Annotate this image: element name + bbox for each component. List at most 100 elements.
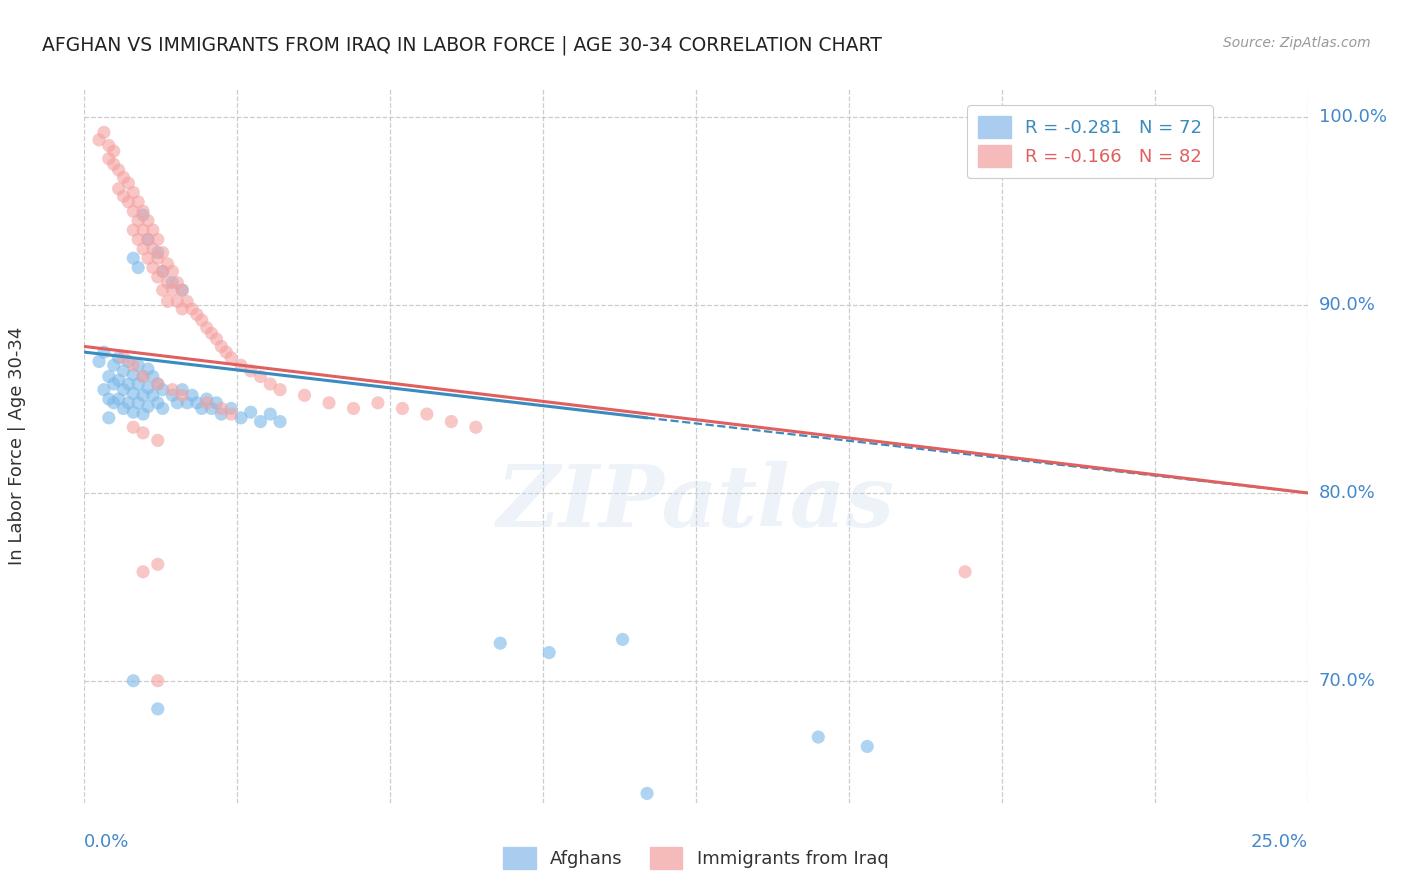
Point (195, 396, 218, 410)
Point (166, 294, 188, 309)
Point (127, 194, 149, 209)
Point (259, 407, 281, 421)
Point (269, 383, 291, 397)
Point (219, 401, 242, 416)
Point (136, 362, 159, 376)
Point (191, 313, 214, 327)
Text: 90.0%: 90.0% (1319, 296, 1375, 314)
Point (132, 388, 155, 402)
Point (186, 308, 208, 322)
Point (107, 182, 129, 196)
Point (112, 383, 135, 397)
Point (215, 345, 238, 359)
Point (132, 223, 155, 237)
Point (239, 405, 262, 419)
Point (97, 369, 120, 384)
Point (172, 383, 194, 397)
Point (146, 702, 169, 716)
Point (191, 401, 214, 416)
Point (93, 125, 115, 139)
Point (136, 251, 159, 265)
Point (209, 407, 232, 421)
Point (176, 294, 198, 309)
Text: 70.0%: 70.0% (1319, 672, 1375, 690)
Point (97, 392, 120, 406)
Point (342, 401, 364, 416)
Point (152, 401, 174, 416)
Point (172, 283, 194, 297)
Point (294, 388, 316, 402)
Point (176, 396, 198, 410)
Point (122, 251, 145, 265)
Point (142, 260, 165, 275)
Point (132, 369, 155, 384)
Point (117, 176, 139, 190)
Point (318, 396, 340, 410)
Point (87, 133, 110, 147)
Text: In Labor Force | Age 30-34: In Labor Force | Age 30-34 (8, 326, 27, 566)
Point (186, 396, 208, 410)
Point (122, 405, 145, 419)
Point (152, 383, 174, 397)
Point (195, 392, 218, 406)
Point (162, 283, 184, 297)
Point (162, 383, 184, 397)
Point (205, 332, 228, 346)
Point (87, 354, 110, 368)
Point (249, 369, 271, 384)
Point (122, 186, 145, 200)
Point (181, 301, 204, 316)
Point (112, 401, 135, 416)
Point (122, 368, 145, 382)
Point (172, 301, 194, 316)
Point (181, 388, 204, 402)
Point (142, 369, 165, 384)
Text: AFGHAN VS IMMIGRANTS FROM IRAQ IN LABOR FORCE | AGE 30-34 CORRELATION CHART: AFGHAN VS IMMIGRANTS FROM IRAQ IN LABOR … (42, 36, 882, 55)
Point (127, 232, 149, 246)
Point (146, 270, 169, 285)
Point (122, 673, 145, 688)
Point (117, 194, 139, 209)
Point (136, 232, 159, 246)
Point (152, 283, 174, 297)
Point (107, 373, 129, 387)
Point (97, 138, 120, 153)
Point (367, 396, 389, 410)
Point (146, 232, 169, 246)
Text: 100.0%: 100.0% (1319, 108, 1386, 127)
Point (122, 386, 145, 401)
Point (209, 401, 232, 416)
Point (103, 358, 125, 372)
Point (146, 251, 169, 265)
Text: ZIPatlas: ZIPatlas (496, 461, 896, 545)
Legend: Afghans, Immigrants from Iraq: Afghans, Immigrants from Iraq (496, 839, 896, 876)
Point (166, 396, 188, 410)
Point (146, 396, 169, 410)
Point (103, 157, 125, 171)
Point (259, 377, 281, 392)
Point (112, 351, 135, 365)
Point (117, 377, 139, 392)
Point (156, 294, 179, 309)
Point (142, 388, 165, 402)
Point (229, 410, 252, 425)
Point (172, 388, 194, 402)
Point (489, 636, 512, 650)
Point (146, 673, 169, 688)
Point (239, 364, 262, 378)
Point (636, 786, 658, 800)
Text: 0.0%: 0.0% (84, 833, 129, 851)
Point (122, 420, 145, 434)
Point (132, 242, 155, 256)
Point (172, 283, 194, 297)
Point (807, 730, 830, 744)
Point (136, 232, 159, 246)
Point (136, 381, 159, 395)
Point (219, 407, 242, 421)
Point (132, 407, 155, 421)
Point (200, 401, 222, 416)
Point (156, 276, 179, 290)
Point (166, 276, 188, 290)
Point (112, 170, 135, 185)
Point (132, 425, 155, 440)
